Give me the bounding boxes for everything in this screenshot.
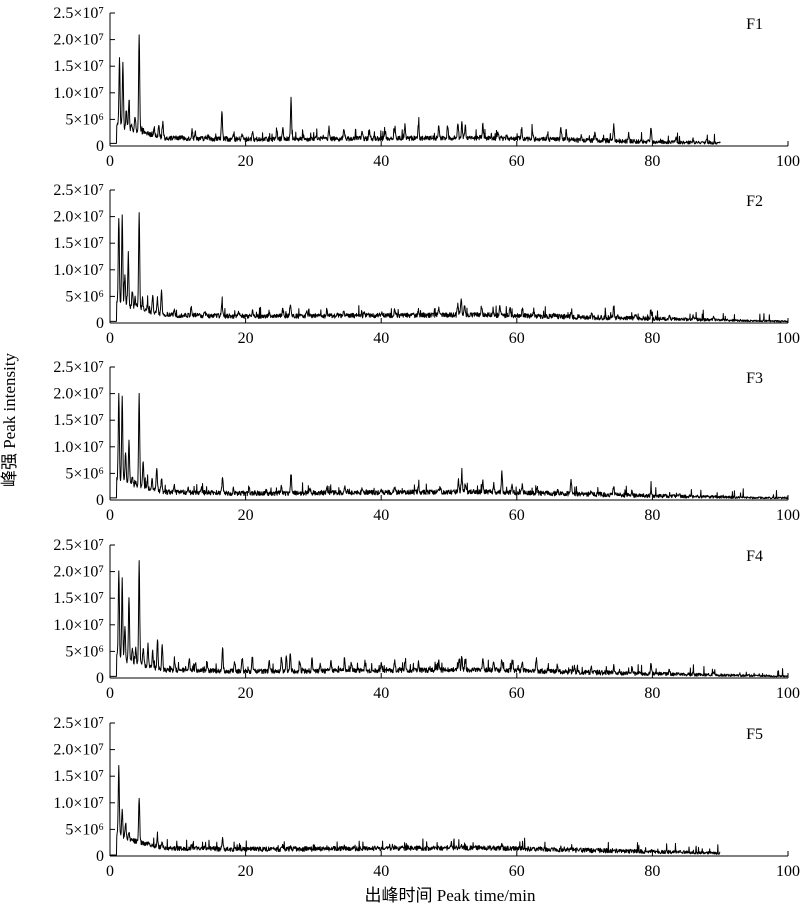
y-tick-label: 0 [96,848,104,865]
y-tick-label: 1.0×10⁷ [53,439,104,456]
y-tick-label: 0 [96,492,104,509]
panel-label: F3 [746,370,763,387]
y-tick-label: 0 [96,315,104,332]
panel-label: F1 [746,16,763,33]
y-tick-label: 5×10⁶ [65,643,104,660]
y-tick-label: 5×10⁶ [65,288,104,305]
series-line-f3 [109,392,789,500]
x-tick-label: 20 [238,685,254,702]
panel-label: F5 [746,726,763,743]
y-tick-label: 2.5×10⁷ [53,359,104,376]
panel-f1: 0 5×10⁶ 1.0×10⁷ 1.5×10⁷ 2.0×10⁷ 2.5×10⁷ 0 20 40 6… [53,5,800,170]
x-tick-label: 80 [644,330,660,347]
y-tick-label: 2.0×10⁷ [53,564,104,581]
y-tick-label: 2.5×10⁷ [53,5,104,22]
x-tick-label: 60 [509,153,525,170]
y-tick-label: 1.0×10⁷ [53,262,104,279]
x-tick-label: 0 [106,685,114,702]
y-tick-label: 2.5×10⁷ [53,182,104,199]
x-tick-label: 0 [106,330,114,347]
x-tick-label: 0 [106,863,114,880]
x-tick-label: 80 [644,507,660,524]
panel-f3: 0 5×10⁶ 1.0×10⁷ 1.5×10⁷ 2.0×10⁷ 2.5×10⁷ 0 20 40 6… [53,359,800,524]
x-tick-label: 100 [776,685,800,702]
series-line-f5 [109,765,721,856]
y-tick-label: 1.5×10⁷ [53,235,104,252]
x-tick-label: 80 [644,153,660,170]
x-tick-label: 80 [644,685,660,702]
series-line-f1 [109,34,721,145]
y-tick-label: 1.0×10⁷ [53,85,104,102]
y-tick-label: 1.0×10⁷ [53,617,104,634]
y-tick-label: 0 [96,670,104,687]
y-tick-label: 2.0×10⁷ [53,386,104,403]
x-tick-label: 60 [509,863,525,880]
x-tick-label: 0 [106,507,114,524]
x-tick-label: 20 [238,507,254,524]
series-line-f4 [109,560,789,678]
panel-label: F4 [746,548,763,565]
x-tick-label: 60 [509,330,525,347]
x-axis-title: 出峰时间 Peak time/min [365,886,536,905]
y-tick-label: 1.5×10⁷ [53,768,104,785]
x-tick-label: 20 [238,153,254,170]
y-tick-label: 1.5×10⁷ [53,58,104,75]
y-tick-label: 2.0×10⁷ [53,209,104,226]
series-line-f2 [109,212,789,323]
panel-f2: 0 5×10⁶ 1.0×10⁷ 1.5×10⁷ 2.0×10⁷ 2.5×10⁷ 0 20 40 6… [53,182,800,347]
y-axis-title: 峰强 Peak intensity [0,352,19,487]
panel-label: F2 [746,193,763,210]
x-tick-label: 20 [238,863,254,880]
panel-f5: 0 5×10⁶ 1.0×10⁷ 1.5×10⁷ 2.0×10⁷ 2.5×10⁷ 0 20 40 6… [53,715,800,880]
x-tick-label: 100 [776,153,800,170]
x-tick-label: 60 [509,507,525,524]
x-tick-label: 40 [373,863,389,880]
x-tick-label: 80 [644,863,660,880]
x-tick-label: 100 [776,863,800,880]
x-tick-label: 40 [373,330,389,347]
x-tick-label: 20 [238,330,254,347]
y-tick-label: 5×10⁶ [65,111,104,128]
x-tick-label: 40 [373,507,389,524]
y-tick-label: 1.5×10⁷ [53,412,104,429]
x-tick-label: 60 [509,685,525,702]
x-tick-label: 40 [373,153,389,170]
x-tick-label: 40 [373,685,389,702]
y-tick-label: 2.0×10⁷ [53,742,104,759]
y-tick-label: 2.5×10⁷ [53,715,104,732]
x-tick-label: 0 [106,153,114,170]
y-tick-label: 0 [96,138,104,155]
y-tick-label: 2.5×10⁷ [53,537,104,554]
y-tick-label: 2.0×10⁷ [53,32,104,49]
y-tick-label: 1.5×10⁷ [53,590,104,607]
x-tick-label: 100 [776,330,800,347]
panel-f4: 0 5×10⁶ 1.0×10⁷ 1.5×10⁷ 2.0×10⁷ 2.5×10⁷ 0 20 40 6… [53,537,800,702]
y-tick-label: 1.0×10⁷ [53,795,104,812]
y-tick-label: 5×10⁶ [65,821,104,838]
x-tick-label: 100 [776,507,800,524]
y-tick-label: 5×10⁶ [65,465,104,482]
